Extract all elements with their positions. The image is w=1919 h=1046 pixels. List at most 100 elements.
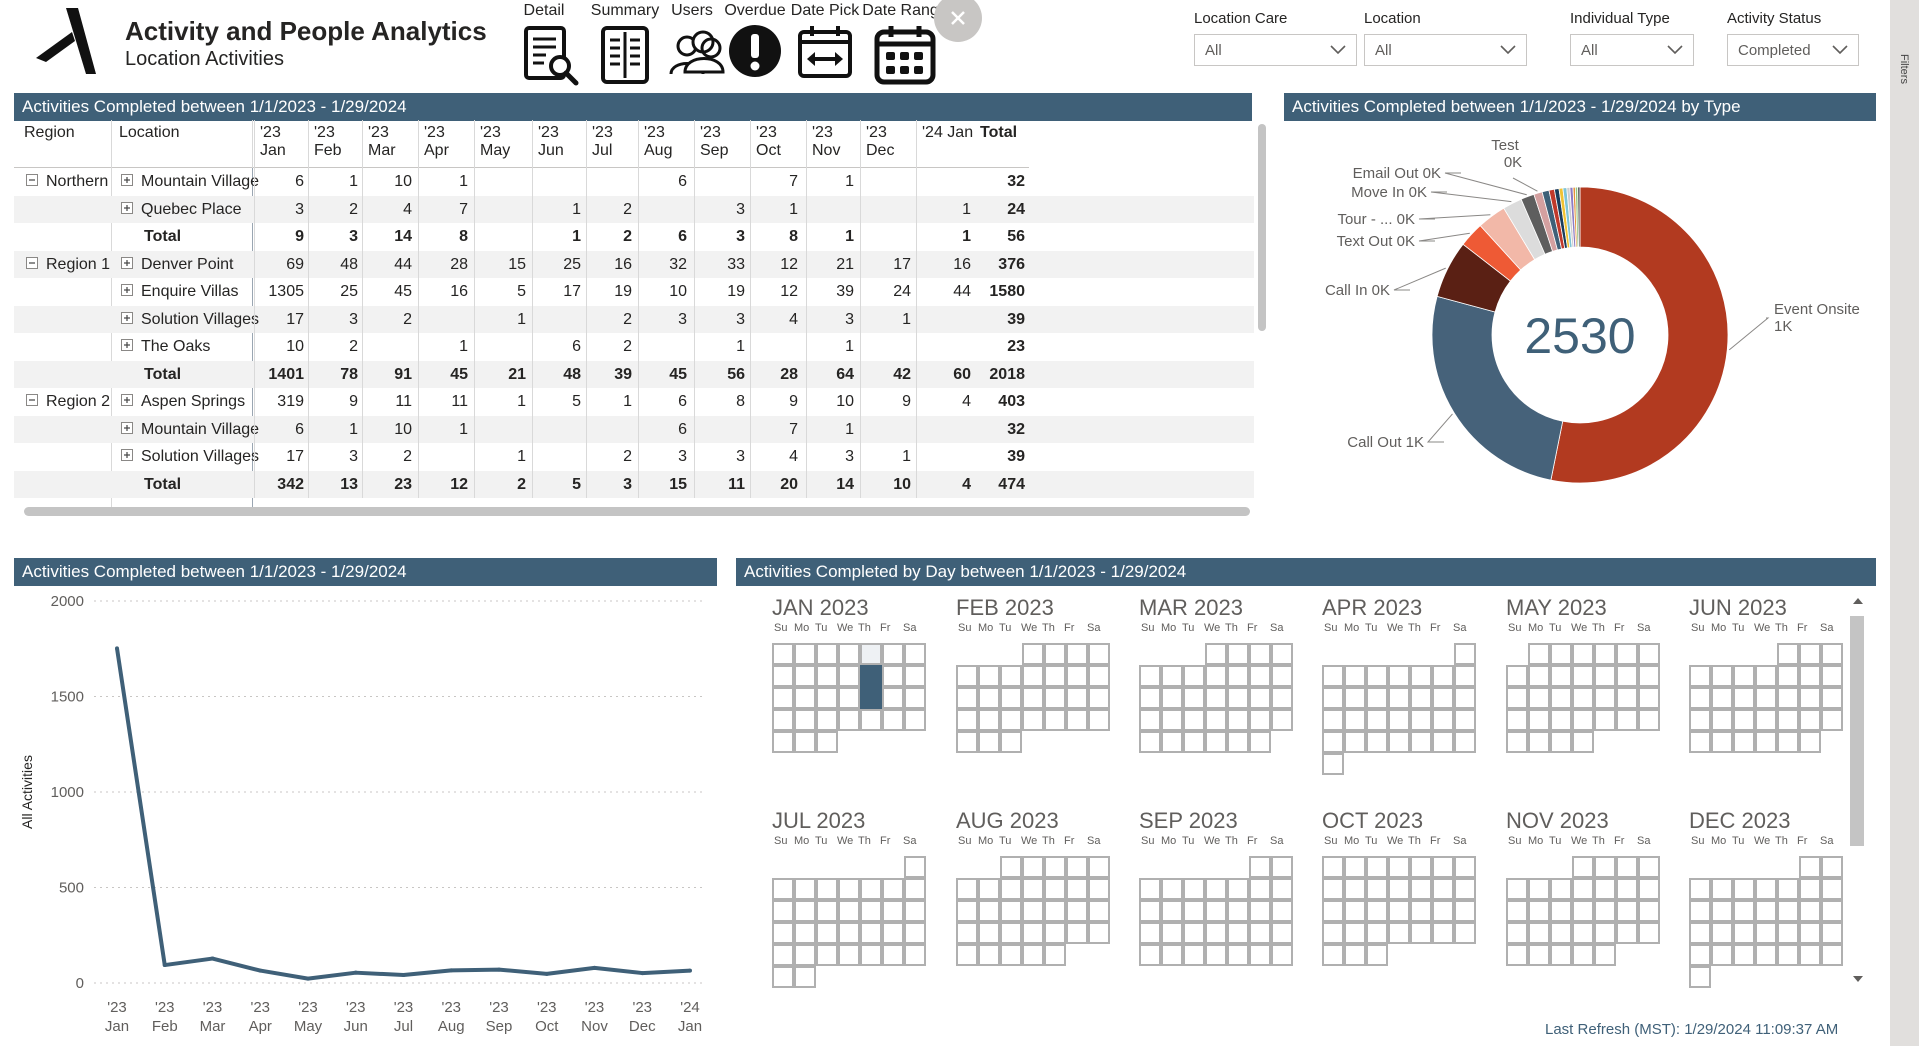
calendar-day[interactable] <box>1638 922 1660 944</box>
calendar-day[interactable] <box>1183 900 1205 922</box>
donut-slice[interactable] <box>1431 295 1564 481</box>
calendar-day[interactable] <box>1616 643 1638 665</box>
calendar-day[interactable] <box>882 665 904 687</box>
calendar-day[interactable] <box>816 900 838 922</box>
calendar-day[interactable] <box>1572 665 1594 687</box>
calendar-day[interactable] <box>1227 922 1249 944</box>
calendar-day[interactable] <box>1616 878 1638 900</box>
calendar-day[interactable] <box>956 687 978 709</box>
calendar-day[interactable] <box>1616 687 1638 709</box>
collapse-icon[interactable] <box>26 394 38 406</box>
calendar-day[interactable] <box>1000 665 1022 687</box>
calendar-day[interactable] <box>1322 944 1344 966</box>
calendar-day[interactable] <box>1594 687 1616 709</box>
calendar-day[interactable] <box>1022 643 1044 665</box>
calendar-day[interactable] <box>882 900 904 922</box>
calendar-day[interactable] <box>1550 878 1572 900</box>
calendar-day[interactable] <box>904 643 926 665</box>
calendar-day[interactable] <box>1344 709 1366 731</box>
calendar-day[interactable] <box>1344 687 1366 709</box>
calendar-day[interactable] <box>1271 856 1293 878</box>
calendar-day[interactable] <box>1344 665 1366 687</box>
calendar-day[interactable] <box>1322 878 1344 900</box>
calendar-day[interactable] <box>1322 900 1344 922</box>
column-header-region[interactable]: Region <box>24 124 75 141</box>
calendar-day[interactable] <box>904 665 926 687</box>
calendar-day[interactable] <box>1088 878 1110 900</box>
calendar-day[interactable] <box>978 878 1000 900</box>
calendar-day[interactable] <box>1271 944 1293 966</box>
calendar-day[interactable] <box>1161 709 1183 731</box>
calendar-day[interactable] <box>1572 900 1594 922</box>
calendar-day[interactable] <box>1227 709 1249 731</box>
calendar-day[interactable] <box>1550 687 1572 709</box>
calendar-day[interactable] <box>956 709 978 731</box>
calendar-day[interactable] <box>1711 731 1733 753</box>
calendar-day[interactable] <box>1088 709 1110 731</box>
calendar-day[interactable] <box>794 665 816 687</box>
calendar-day[interactable] <box>1821 665 1843 687</box>
calendar-day[interactable] <box>1432 878 1454 900</box>
calendar-day[interactable] <box>1249 687 1271 709</box>
calendar-day[interactable] <box>1022 900 1044 922</box>
calendar-day[interactable] <box>1689 665 1711 687</box>
calendar-day[interactable] <box>1454 643 1476 665</box>
calendar-day[interactable] <box>1755 944 1777 966</box>
calendar-day[interactable] <box>1689 966 1711 988</box>
calendar-day[interactable] <box>1410 856 1432 878</box>
expand-icon[interactable] <box>121 339 133 351</box>
calendar-day[interactable] <box>1344 731 1366 753</box>
calendar-day[interactable] <box>1000 878 1022 900</box>
location-dropdown[interactable]: All <box>1364 34 1527 66</box>
calendar-day[interactable] <box>1572 944 1594 966</box>
calendar-day[interactable] <box>1528 643 1550 665</box>
calendar-day[interactable] <box>1711 878 1733 900</box>
calendar-day[interactable] <box>1594 665 1616 687</box>
calendar-day[interactable] <box>860 900 882 922</box>
column-header-month[interactable]: '23 Aug <box>644 124 673 159</box>
calendar-day[interactable] <box>882 687 904 709</box>
calendar-vertical-scrollbar[interactable] <box>1850 616 1864 846</box>
column-header-month[interactable]: '23 Jun <box>538 124 564 159</box>
calendar-day[interactable] <box>1777 878 1799 900</box>
calendar-day[interactable] <box>794 687 816 709</box>
filters-pane-label[interactable]: Filters <box>1898 54 1910 84</box>
calendar-day[interactable] <box>1711 687 1733 709</box>
calendar-day[interactable] <box>1271 922 1293 944</box>
nav-date-range-button[interactable]: Date Range <box>862 0 948 86</box>
calendar-day[interactable] <box>1689 922 1711 944</box>
calendar-day[interactable] <box>1454 687 1476 709</box>
calendar-day[interactable] <box>1227 900 1249 922</box>
calendar-day[interactable] <box>772 709 794 731</box>
calendar-day[interactable] <box>1799 709 1821 731</box>
nav-summary-button[interactable]: Summary <box>590 0 660 86</box>
calendar-day[interactable] <box>1777 665 1799 687</box>
calendar-day[interactable] <box>1322 665 1344 687</box>
calendar-day[interactable] <box>1755 709 1777 731</box>
column-header-month[interactable]: '23 Apr <box>424 124 449 159</box>
calendar-day[interactable] <box>1638 900 1660 922</box>
calendar-day[interactable] <box>1711 900 1733 922</box>
column-header-location[interactable]: Location <box>119 124 180 141</box>
data-point[interactable] <box>497 967 501 972</box>
close-button[interactable] <box>934 0 982 42</box>
calendar-day[interactable] <box>1755 878 1777 900</box>
calendar-day[interactable] <box>1366 709 1388 731</box>
calendar-day[interactable] <box>1044 878 1066 900</box>
calendar-day[interactable] <box>772 922 794 944</box>
calendar-day[interactable] <box>1271 643 1293 665</box>
expand-icon[interactable] <box>121 284 133 296</box>
calendar-day[interactable] <box>1022 922 1044 944</box>
calendar-day[interactable] <box>1454 878 1476 900</box>
calendar-day[interactable] <box>1000 922 1022 944</box>
calendar-day[interactable] <box>1755 731 1777 753</box>
calendar-day[interactable] <box>1388 687 1410 709</box>
calendar-day[interactable] <box>1139 709 1161 731</box>
calendar-day[interactable] <box>1000 687 1022 709</box>
calendar-day[interactable] <box>1689 709 1711 731</box>
calendar-day[interactable] <box>816 709 838 731</box>
calendar-day[interactable] <box>1161 944 1183 966</box>
calendar-day[interactable] <box>1799 687 1821 709</box>
calendar-day[interactable] <box>1066 878 1088 900</box>
calendar-day[interactable] <box>1594 944 1616 966</box>
